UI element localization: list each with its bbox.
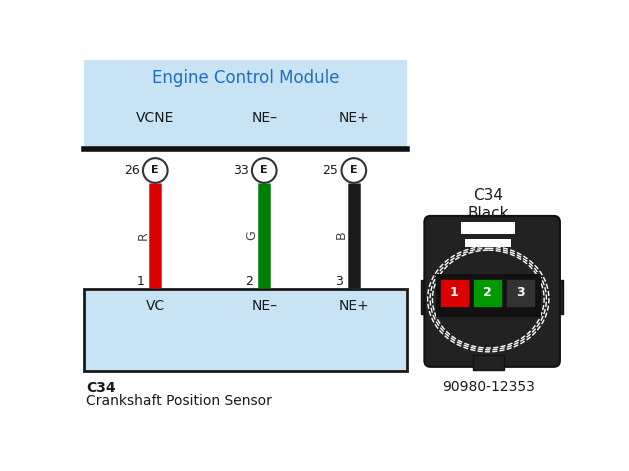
- Text: 90980-12353: 90980-12353: [442, 380, 535, 394]
- Text: 26: 26: [124, 164, 140, 177]
- Text: 33: 33: [233, 164, 249, 177]
- Text: Crankshaft Position Sensor: Crankshaft Position Sensor: [86, 394, 272, 408]
- Bar: [473, 355, 504, 370]
- Text: 1: 1: [136, 275, 145, 288]
- Text: R: R: [136, 231, 150, 240]
- Text: NE–: NE–: [251, 111, 277, 125]
- Text: Engine Control Module: Engine Control Module: [152, 69, 340, 87]
- Bar: [436, 275, 541, 317]
- Text: 3: 3: [516, 286, 525, 300]
- Circle shape: [143, 158, 167, 183]
- Text: E: E: [350, 165, 358, 176]
- FancyBboxPatch shape: [425, 216, 560, 367]
- Text: 1: 1: [450, 286, 459, 300]
- Text: E: E: [152, 165, 159, 176]
- Circle shape: [342, 158, 366, 183]
- Text: VCNE: VCNE: [136, 111, 174, 125]
- Bar: [84, 60, 408, 149]
- Text: C34: C34: [473, 188, 503, 203]
- Text: NE–: NE–: [251, 299, 277, 313]
- Text: 2: 2: [245, 275, 253, 288]
- Text: NE+: NE+: [338, 299, 369, 313]
- Text: B: B: [335, 231, 348, 239]
- Bar: [84, 289, 408, 371]
- Bar: [552, 280, 563, 315]
- Text: NE+: NE+: [338, 111, 369, 125]
- Text: G: G: [245, 230, 259, 240]
- Bar: [506, 279, 535, 307]
- Bar: [440, 279, 469, 307]
- Text: VC: VC: [146, 299, 165, 313]
- Circle shape: [252, 158, 277, 183]
- Text: E: E: [260, 165, 268, 176]
- Text: C34: C34: [86, 382, 116, 396]
- Text: Black: Black: [467, 205, 509, 220]
- Text: 2: 2: [483, 286, 492, 300]
- Bar: [421, 280, 432, 315]
- Text: 25: 25: [323, 164, 338, 177]
- Bar: [473, 279, 502, 307]
- Bar: [465, 239, 511, 247]
- Bar: [461, 222, 515, 235]
- Text: 3: 3: [335, 275, 343, 288]
